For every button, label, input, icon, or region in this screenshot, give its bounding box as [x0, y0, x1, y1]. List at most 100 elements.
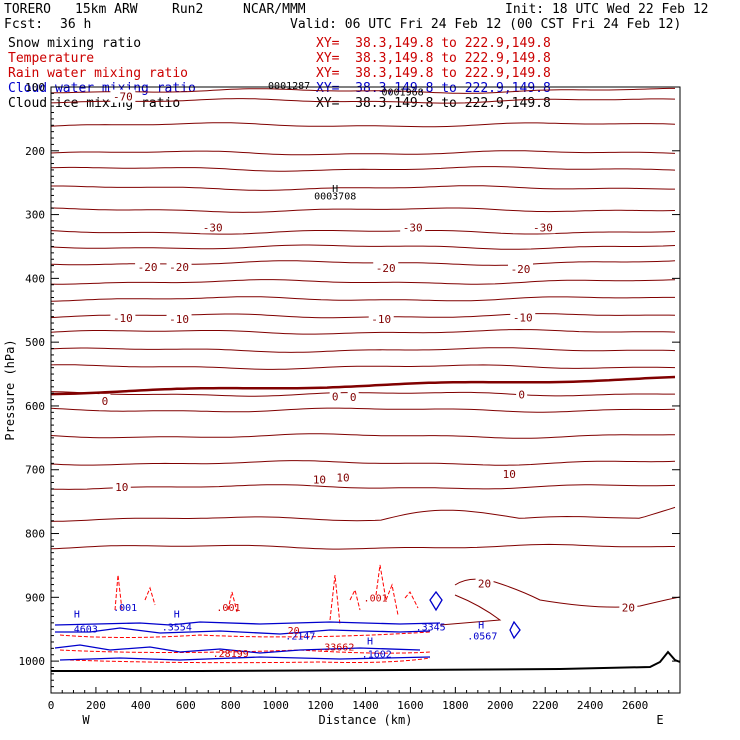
isotherm-label-bg [166, 259, 192, 273]
isotherm-line [50, 313, 676, 319]
isotherm-label-bg [347, 390, 359, 404]
legend-xy-cloud-water: XY= 38.3,149.8 to 222.9,149.8 [316, 81, 551, 96]
rain-contour [59, 631, 431, 638]
field-label: .001 [216, 603, 240, 614]
isotherm-label-bg [400, 220, 426, 234]
x-tick-label: 2200 [532, 699, 559, 712]
x-tick-label: 200 [86, 699, 106, 712]
isotherm-line [50, 484, 676, 490]
x-tick-label: 400 [131, 699, 151, 712]
isotherm-label-bg [373, 261, 399, 275]
field-label: H [478, 621, 484, 632]
isotherm-label: -10 [513, 311, 533, 324]
y-axis-label: Pressure (hPa) [3, 339, 17, 440]
x-tick-label: 2400 [577, 699, 604, 712]
isotherm-line [50, 122, 676, 128]
isotherm-label-bg [334, 470, 353, 484]
field-label: 0001968 [381, 87, 423, 98]
x-tick-label: 1200 [307, 699, 334, 712]
header-run: Run2 [172, 2, 204, 17]
isotherm-line [50, 296, 675, 302]
field-label: 4603 [74, 625, 98, 636]
cloud-water-contour [54, 621, 441, 626]
y-tick-label: 100 [25, 81, 45, 94]
isotherm-label: -30 [533, 221, 553, 234]
cloud-water-contour [55, 627, 431, 635]
rain-contour [144, 586, 156, 606]
field-label: H [367, 637, 373, 648]
cloud-water-contour [54, 644, 421, 654]
isotherm-label: -20 [169, 261, 189, 274]
isotherm-label-bg [500, 467, 519, 481]
isotherm-label-bg [112, 479, 131, 493]
y-tick-label: 500 [25, 336, 45, 349]
isotherm-line [50, 244, 676, 250]
x-tick-label: 0 [48, 699, 55, 712]
isotherm-label: -10 [113, 312, 133, 325]
isotherm-label: -20 [376, 262, 396, 275]
isotherm-label: 0 [518, 388, 525, 401]
field-label: .001 [113, 603, 137, 614]
header-resolution: 15km ARW [75, 2, 138, 17]
x-end-label-east: E [656, 713, 663, 727]
isotherm-label-bg [200, 220, 226, 234]
isotherm-line [50, 150, 676, 156]
isotherm-line [50, 87, 675, 94]
legend-xy-rain: XY= 38.3,149.8 to 222.9,149.8 [316, 66, 551, 81]
header-model: TORERO [4, 2, 51, 17]
legend-xy-temperature: XY= 38.3,149.8 to 222.9,149.8 [316, 51, 551, 66]
y-tick-label: 700 [25, 464, 45, 477]
header-org: NCAR/MMM [243, 2, 306, 17]
x-tick-label: 1600 [397, 699, 424, 712]
rain-contour [59, 649, 431, 654]
isotherm-label-bg [619, 600, 638, 614]
rain-contour [227, 591, 238, 613]
rain-contour [375, 564, 399, 616]
isotherm-line [50, 364, 676, 370]
rain-contour [329, 574, 341, 626]
y-tick-label: 600 [25, 400, 45, 413]
field-label: .1602 [362, 649, 392, 660]
y-tick-label: 1000 [19, 655, 46, 668]
isotherm-label: 20 [478, 577, 491, 590]
isotherm-line [50, 407, 676, 413]
y-tick-label: 300 [25, 209, 45, 222]
isotherm-label: 0 [102, 395, 109, 408]
field-label: .3345 [416, 623, 446, 634]
isotherm-label: -70 [113, 91, 133, 104]
header-init: Init: 18 UTC Wed 22 Feb 12 [505, 2, 709, 17]
isotherm-label-bg [110, 89, 136, 103]
x-tick-label: 2600 [622, 699, 649, 712]
isotherm-label-bg [368, 312, 394, 326]
x-tick-label: 800 [221, 699, 241, 712]
isotherm-label: -20 [511, 263, 531, 276]
x-tick-label: 600 [176, 699, 196, 712]
field-label: .0567 [467, 632, 497, 643]
isotherm-label: -10 [371, 313, 391, 326]
isotherm-line [50, 433, 676, 439]
field-label: .2147 [285, 632, 315, 643]
field-label: 20 [288, 626, 300, 637]
ground-surface [51, 650, 681, 672]
isotherm-label-bg [110, 310, 136, 324]
isotherm-label: 0 [332, 390, 339, 403]
isotherm-label: 10 [336, 471, 349, 484]
isotherm-label: -10 [169, 313, 189, 326]
isotherm-line [50, 98, 676, 104]
isotherm-label: -20 [138, 261, 158, 274]
header-fcst-value: 36 h [60, 17, 92, 32]
isotherm-label-bg [310, 472, 329, 486]
x-tick-label: 1000 [262, 699, 289, 712]
x-end-label-west: W [82, 713, 90, 727]
isotherm-label: 20 [622, 602, 635, 615]
isotherm-line [50, 328, 676, 335]
rain-contours [59, 564, 431, 664]
isotherm-label: 10 [115, 481, 128, 494]
cloud-water-contour [429, 590, 443, 612]
isotherm-label: -30 [403, 221, 423, 234]
isotherm-line [50, 391, 675, 397]
isotherm-contours [50, 87, 681, 626]
field-label: .001 [364, 593, 388, 604]
contour-labels: -70-30 -30 -30-20 -20 -20 -20-10 -10 -10 -100 0 0 0… [74, 81, 638, 660]
